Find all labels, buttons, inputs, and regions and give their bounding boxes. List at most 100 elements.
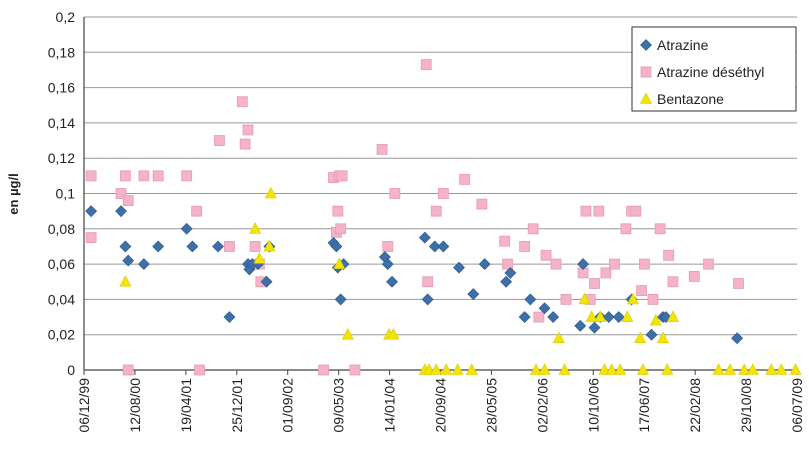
data-point-diamond (381, 258, 394, 271)
legend-entry: Atrazine (657, 37, 709, 53)
data-point-diamond (645, 328, 658, 341)
data-point-square (336, 170, 348, 182)
data-point-diamond (122, 254, 135, 267)
data-point-square (667, 276, 679, 288)
data-point-square (589, 278, 600, 289)
data-point-diamond (574, 319, 587, 332)
data-point-triangle (765, 363, 778, 375)
data-point-triangle (656, 331, 669, 344)
data-point-triangle (594, 310, 607, 322)
data-point-square (191, 205, 203, 217)
x-tick-label: 14/01/04 (382, 378, 398, 433)
data-point-triangle (249, 222, 262, 234)
y-tick-label: 0,02 (48, 327, 75, 343)
legend-box (631, 26, 797, 112)
x-tick-label: 06/12/99 (76, 378, 92, 433)
data-point-diamond (538, 302, 551, 315)
data-point-diamond (428, 240, 441, 253)
data-point-diamond (453, 261, 465, 274)
data-point-square (318, 364, 329, 376)
x-tick-label: 06/07/09 (789, 378, 805, 433)
y-tick-label: 0,12 (48, 150, 75, 166)
data-point-square (437, 188, 449, 199)
y-tick-label: 0,14 (48, 115, 75, 131)
x-tick-label: 22/02/08 (687, 378, 703, 433)
data-point-triangle (627, 292, 640, 305)
data-points (85, 59, 802, 376)
x-tick-label: 28/05/05 (483, 378, 499, 433)
y-axis-label: en µg/l (6, 173, 21, 214)
legend-marker-square (640, 66, 652, 78)
data-point-square (636, 285, 647, 296)
data-point-triangle (738, 363, 751, 375)
x-tick-label: 10/10/06 (585, 378, 601, 433)
data-point-square (593, 205, 605, 217)
x-tick-label: 12/08/00 (127, 378, 143, 433)
data-point-square (733, 278, 744, 289)
data-point-square (85, 232, 97, 244)
data-point-triangle (430, 363, 443, 375)
y-tick-label: 0,16 (48, 80, 75, 96)
data-point-square (703, 258, 714, 270)
data-point-triangle (661, 363, 674, 375)
data-point-square (382, 241, 394, 252)
data-point-diamond (602, 311, 615, 323)
data-point-square (639, 258, 650, 270)
data-point-diamond (386, 275, 398, 288)
data-point-triangle (634, 331, 647, 344)
y-tick-label: 0,06 (48, 256, 75, 272)
data-point-square (389, 188, 401, 199)
data-point-diamond (437, 240, 450, 253)
data-point-square (533, 311, 545, 323)
data-point-square (540, 249, 552, 261)
data-point-square (85, 170, 97, 182)
legend-marker-diamond (640, 39, 652, 51)
data-point-triangle (119, 275, 132, 287)
series-diamond (85, 205, 744, 345)
x-axis-ticks: 06/12/99 12/08/00 19/04/01 25/12/01 01/09/02… (76, 370, 805, 433)
data-point-square (527, 223, 539, 235)
data-point-triangle (746, 363, 759, 375)
x-tick-label: 20/09/04 (433, 378, 449, 433)
data-point-diamond (524, 293, 537, 306)
data-point-triangle (578, 292, 591, 305)
data-point-triangle (712, 363, 725, 375)
data-point-triangle (264, 186, 277, 199)
data-point-square (620, 223, 632, 235)
data-point-diamond (518, 311, 531, 323)
data-point-diamond (500, 275, 513, 288)
data-point-triangle (387, 328, 400, 340)
y-tick-label: 0,04 (48, 291, 75, 307)
y-tick-label: 0 (67, 362, 75, 378)
data-point-diamond (330, 240, 343, 253)
data-point-diamond (212, 240, 224, 253)
data-point-triangle (440, 363, 453, 375)
y-tick-label: 0,1 (56, 186, 76, 202)
x-tick-label: 25/12/01 (229, 378, 245, 433)
data-point-square (236, 96, 248, 108)
data-point-square (422, 276, 434, 288)
data-point-diamond (334, 293, 347, 306)
data-point-diamond (115, 205, 128, 218)
data-point-square (332, 205, 344, 217)
data-point-triangle (649, 313, 662, 326)
x-tick-label: 01/09/02 (280, 378, 296, 433)
data-point-triangle (723, 363, 736, 375)
data-point-triangle (341, 328, 354, 340)
data-point-square (242, 124, 254, 136)
data-point-triangle (789, 363, 802, 375)
data-point-triangle (465, 363, 478, 375)
data-point-triangle (530, 363, 543, 375)
data-point-square (580, 205, 592, 217)
data-point-triangle (263, 239, 276, 252)
data-point-square (499, 235, 511, 247)
legend-entry: Atrazine déséthyl (657, 64, 764, 80)
data-point-diamond (547, 311, 560, 323)
data-point-square (430, 205, 442, 217)
series-square (85, 59, 744, 376)
data-point-square (181, 170, 193, 182)
data-point-diamond (588, 321, 601, 334)
x-tick-label: 19/04/01 (178, 378, 194, 433)
x-tick-label: 17/06/07 (636, 378, 652, 433)
